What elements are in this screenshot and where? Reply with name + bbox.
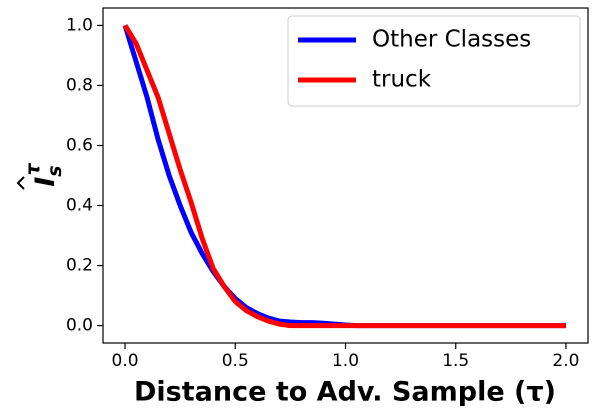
x-axis-label: Distance to Adv. Sample (τ) bbox=[134, 377, 556, 408]
data-line bbox=[122, 24, 566, 329]
y-tick-label: 0.8 bbox=[66, 75, 93, 95]
y-axis-label-group: Isτ bbox=[16, 162, 66, 190]
y-label-base: I bbox=[30, 177, 61, 187]
y-label-sup: τ bbox=[22, 162, 44, 175]
legend-label: Other Classes bbox=[372, 27, 531, 53]
y-tick-label: 0.0 bbox=[66, 316, 93, 336]
legend-box bbox=[287, 15, 581, 107]
x-tick-label: 1.5 bbox=[442, 351, 469, 371]
x-tick-label: 0.5 bbox=[222, 351, 249, 371]
x-tick-label: 1.0 bbox=[332, 351, 359, 371]
plot-frame bbox=[102, 7, 589, 344]
y-label-sub: s bbox=[44, 165, 66, 176]
y-label-hat bbox=[16, 176, 25, 190]
y-tick-label: 0.4 bbox=[66, 196, 93, 216]
x-tick-label: 0.0 bbox=[112, 351, 139, 371]
x-tick-label: 2.0 bbox=[552, 351, 579, 371]
y-tick-label: 1.0 bbox=[66, 15, 93, 35]
y-tick-label: 0.6 bbox=[66, 135, 93, 155]
legend-label: truck bbox=[372, 67, 432, 93]
y-tick-label: 0.2 bbox=[66, 256, 93, 276]
y-axis-label: Isτ bbox=[22, 162, 66, 186]
